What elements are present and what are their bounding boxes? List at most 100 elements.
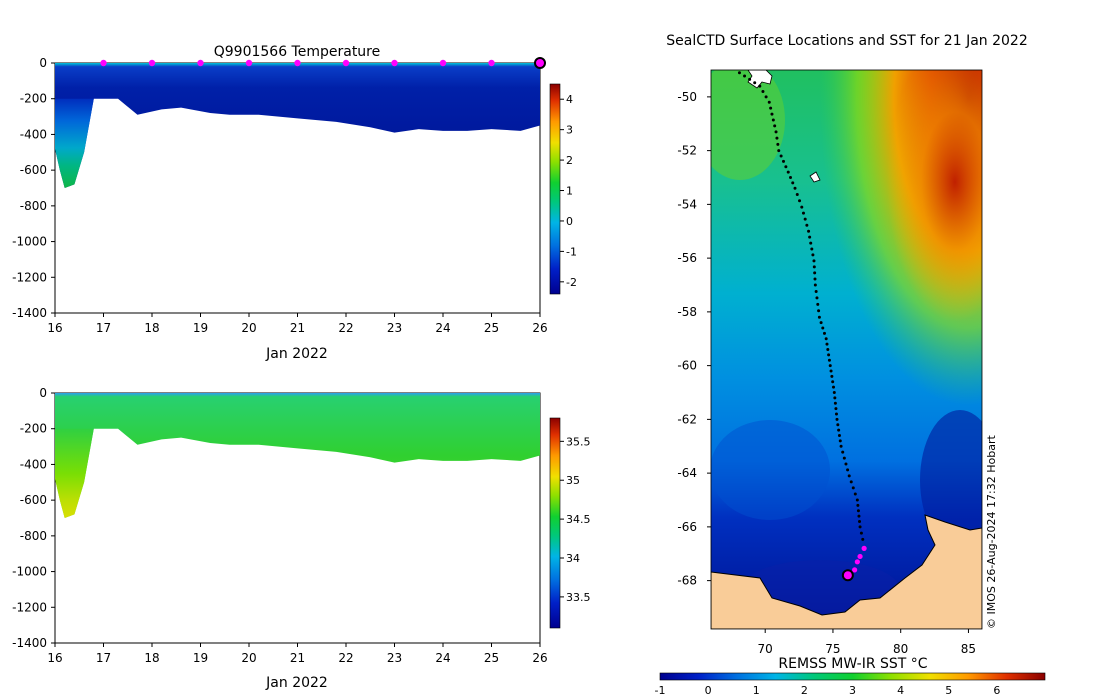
colorbar-tick-label: -2 xyxy=(566,276,577,289)
track-point xyxy=(813,283,817,287)
track-point xyxy=(774,130,778,134)
sst-colorbar-tick-label: 3 xyxy=(849,684,856,697)
y-tick-label: -1400 xyxy=(12,636,47,650)
y-tick-label: -1400 xyxy=(12,306,47,320)
surface-marker xyxy=(197,59,204,67)
x-tick-label: 23 xyxy=(387,321,402,335)
sst-colorbar-tick-label: 5 xyxy=(945,684,952,697)
track-point xyxy=(808,235,812,239)
y-tick-label: -600 xyxy=(20,163,47,177)
sst-colorbar-ticks: -1 0 1 2 3 4 5 6 xyxy=(655,684,1001,697)
lat-tick-label: -68 xyxy=(677,574,697,588)
track-point xyxy=(770,112,774,116)
temperature-y-ticks: 0 -200 -400 -600 -800 -1000 -1200 -1400 xyxy=(12,56,55,320)
track-point xyxy=(856,503,860,507)
heard-island xyxy=(809,171,821,183)
track-point xyxy=(851,486,855,490)
x-tick-label: 16 xyxy=(47,651,62,665)
sst-colorbar-tick-label: 1 xyxy=(753,684,760,697)
lon-tick-label: 85 xyxy=(961,642,976,656)
track-point xyxy=(737,71,741,75)
colorbar-tick-label: 1 xyxy=(566,185,573,198)
colorbar-tick-label: 34 xyxy=(566,552,580,565)
colorbar-tick-label: 33.5 xyxy=(566,591,591,604)
y-tick-label: -400 xyxy=(20,457,47,471)
surface-marker xyxy=(245,59,253,67)
sst-colorbar-label: REMSS MW-IR SST °C xyxy=(778,656,927,672)
track-point xyxy=(834,407,838,411)
recent-position xyxy=(854,559,860,565)
track-point xyxy=(813,277,817,281)
temperature-colorbar-ticks: -2 -1 0 1 2 3 4 xyxy=(560,93,577,289)
temperature-field xyxy=(55,63,540,188)
track-point xyxy=(803,217,807,221)
track-point xyxy=(830,374,834,378)
track-point xyxy=(817,309,821,313)
track-point xyxy=(815,296,819,300)
surface-marker xyxy=(294,59,301,67)
salinity-y-ticks: 0 -200 -400 -600 -800 -1000 -1200 -1400 xyxy=(12,386,55,650)
track-point xyxy=(781,159,785,163)
track-point xyxy=(795,193,799,197)
x-tick-label: 26 xyxy=(532,651,547,665)
x-tick-label: 24 xyxy=(435,321,450,335)
track-point xyxy=(788,176,792,179)
surface-marker xyxy=(391,59,398,67)
track-point xyxy=(805,223,809,227)
track-point xyxy=(777,149,781,153)
track-point xyxy=(814,289,818,293)
track-point xyxy=(837,428,841,432)
section-fill xyxy=(55,393,540,518)
lon-tick-label: 80 xyxy=(893,642,908,656)
track-point xyxy=(809,241,813,245)
salinity-x-ticks: 16 17 18 19 20 21 22 23 24 25 26 xyxy=(47,643,548,665)
track-point xyxy=(844,462,848,466)
lat-tick-label: -64 xyxy=(677,466,697,480)
track-point xyxy=(857,514,861,518)
temperature-section-panel: Q9901566 Temperature 0 -200 -400 -600 -800 -1… xyxy=(12,44,577,362)
track-point xyxy=(827,358,831,362)
track-point xyxy=(816,302,820,306)
track-point xyxy=(811,253,815,257)
track-point xyxy=(767,100,771,104)
y-tick-label: -1200 xyxy=(12,600,47,614)
track-point xyxy=(791,181,795,185)
salinity-x-label: Jan 2022 xyxy=(265,675,328,691)
track-point xyxy=(748,77,752,81)
lat-tick-label: -62 xyxy=(677,412,697,426)
x-tick-label: 17 xyxy=(96,321,111,335)
track-point xyxy=(838,439,842,443)
track-point xyxy=(758,84,762,88)
lat-tick-label: -52 xyxy=(677,144,697,158)
y-tick-label: -1000 xyxy=(12,235,47,249)
colorbar-tick-label: 35 xyxy=(566,474,580,487)
y-tick-label: -1200 xyxy=(12,270,47,284)
recent-position xyxy=(861,545,867,551)
y-tick-label: -1000 xyxy=(12,565,47,579)
x-tick-label: 23 xyxy=(387,651,402,665)
x-tick-label: 20 xyxy=(241,651,256,665)
colorbar-tick-label: 35.5 xyxy=(566,435,591,448)
x-tick-label: 24 xyxy=(435,651,450,665)
track-point xyxy=(827,353,831,357)
x-tick-label: 17 xyxy=(96,651,111,665)
temperature-x-label: Jan 2022 xyxy=(265,346,328,362)
track-point xyxy=(764,95,768,99)
track-point xyxy=(858,525,862,529)
track-point xyxy=(810,247,814,251)
sst-colorbar xyxy=(659,672,1046,681)
temperature-title: Q9901566 Temperature xyxy=(214,44,381,60)
salinity-colorbar xyxy=(549,417,561,629)
track-point xyxy=(800,205,804,209)
y-tick-label: 0 xyxy=(39,56,47,70)
track-point xyxy=(776,142,780,146)
track-point xyxy=(829,369,833,373)
current-marker xyxy=(534,57,546,69)
x-tick-label: 22 xyxy=(338,651,353,665)
sst-colorbar-tick-label: 2 xyxy=(801,684,808,697)
track-point xyxy=(825,342,829,346)
x-tick-label: 26 xyxy=(532,321,547,335)
section-fill xyxy=(55,63,540,188)
lon-tick-label: 75 xyxy=(825,642,840,656)
track-point xyxy=(839,444,843,448)
